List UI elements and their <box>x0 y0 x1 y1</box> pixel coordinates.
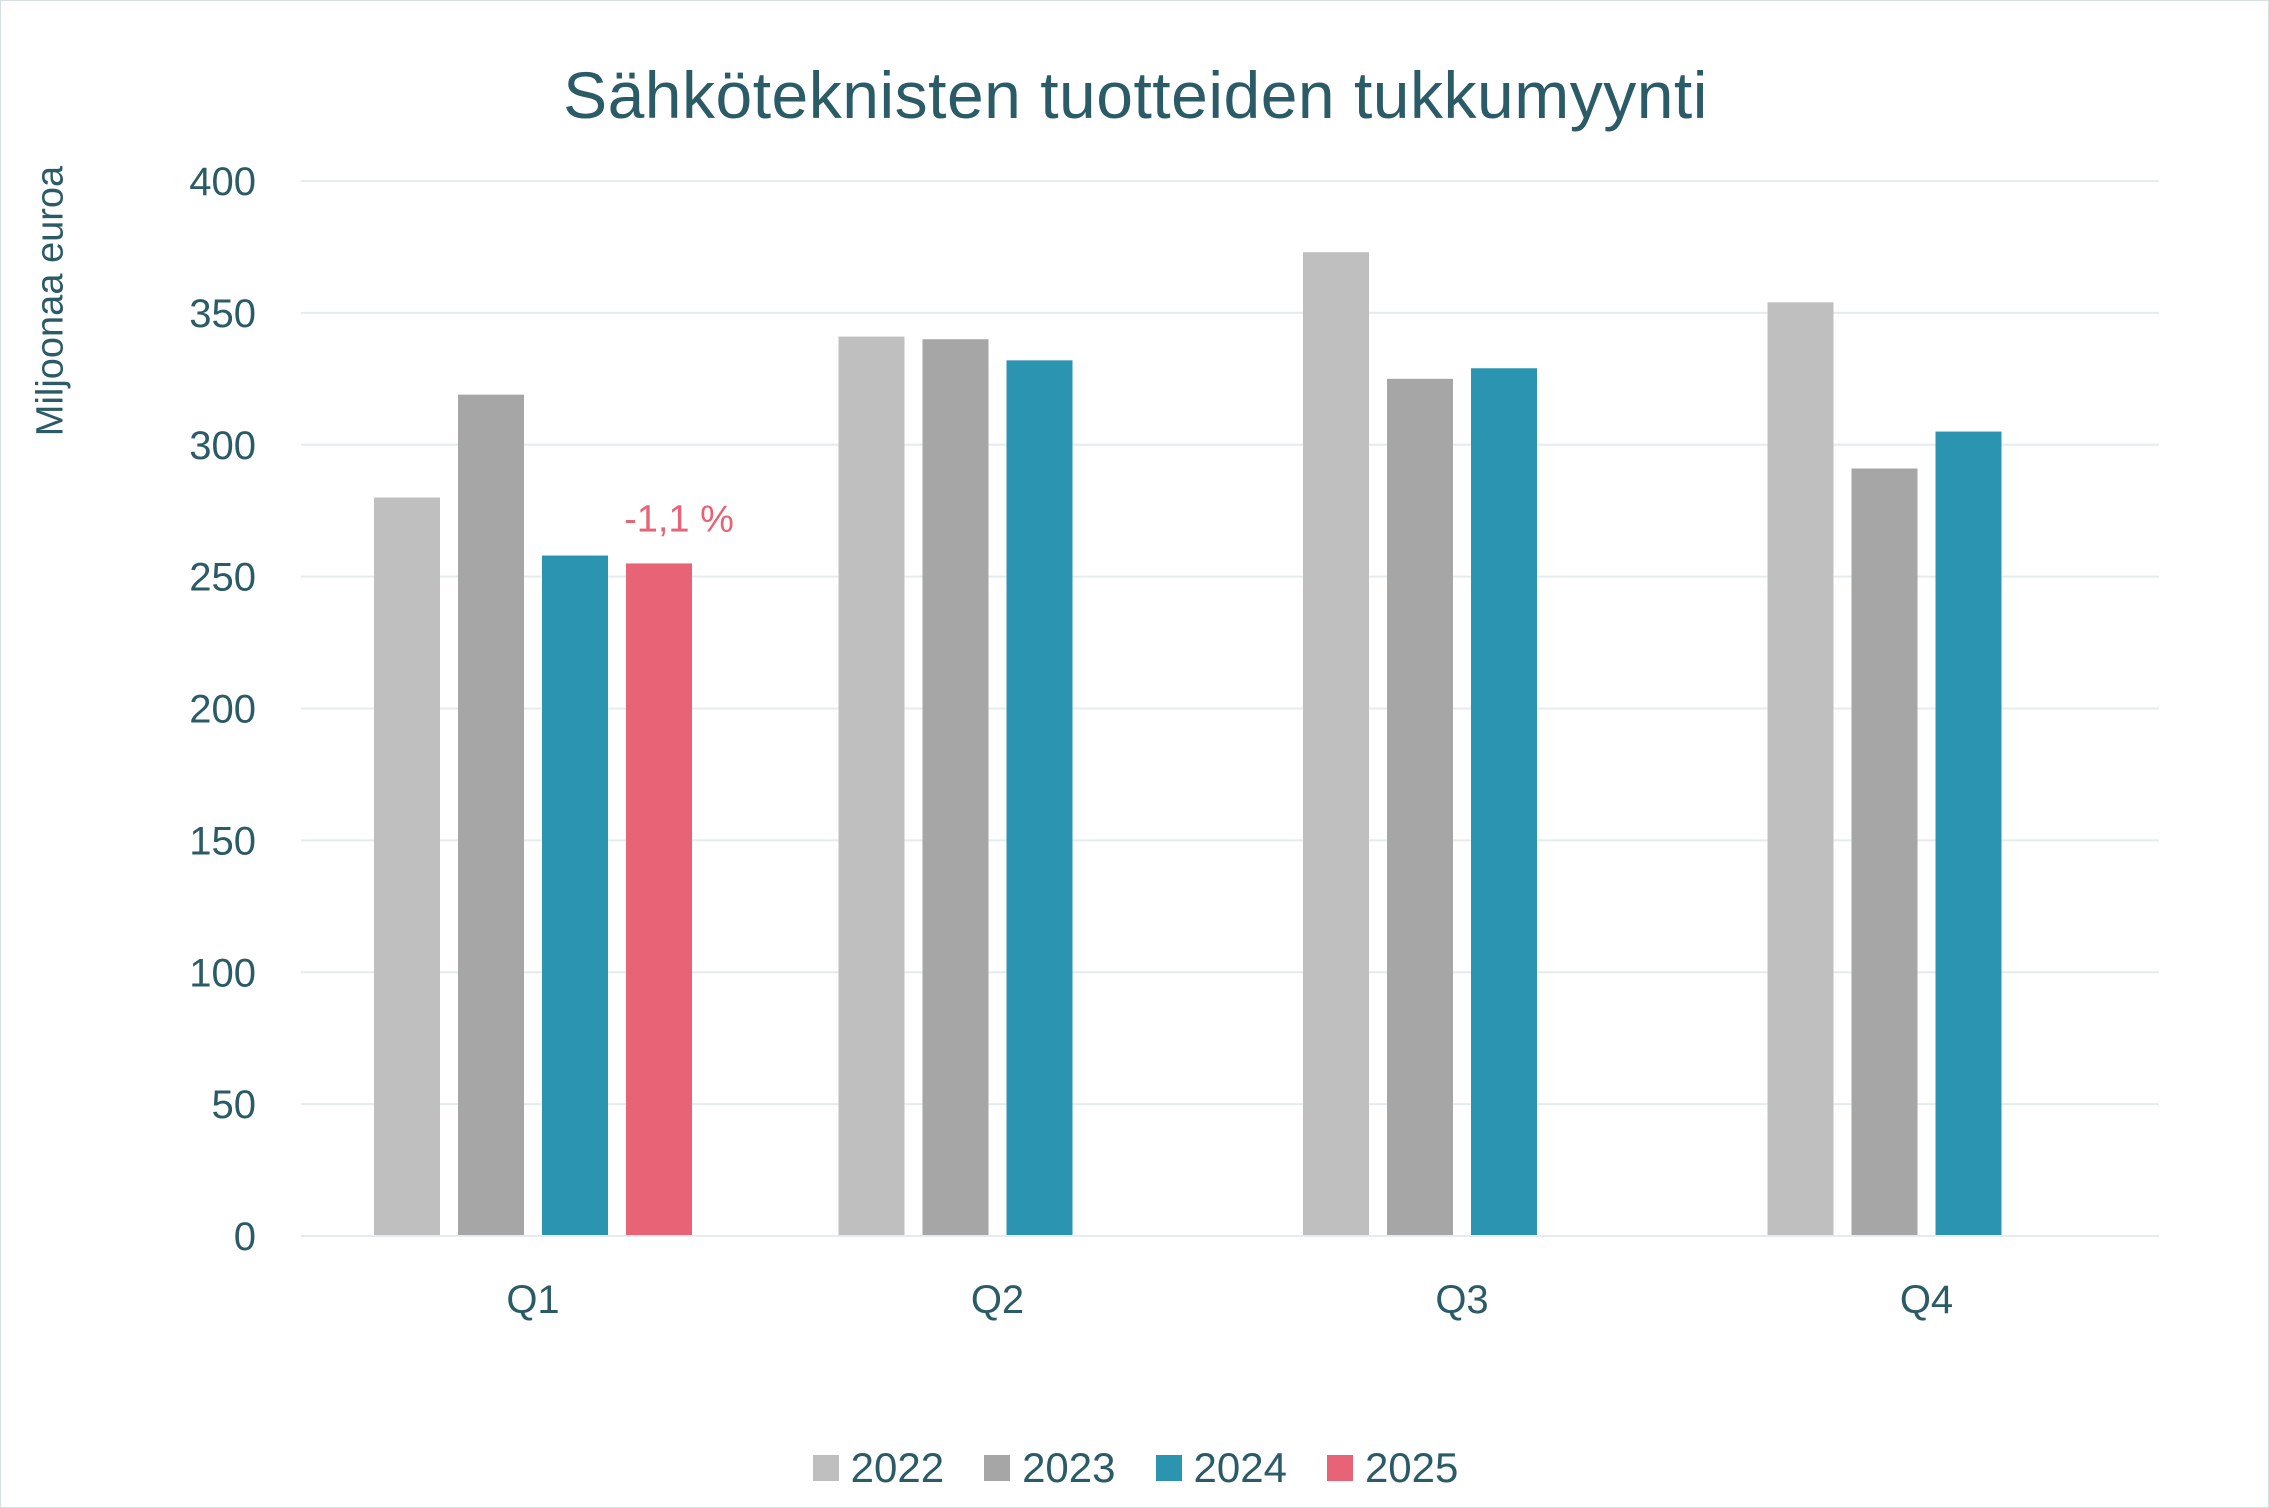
bar-2024-Q2 <box>1006 360 1073 1237</box>
bar-2022-Q2 <box>838 336 905 1236</box>
y-tick-label: 200 <box>189 688 256 732</box>
x-tick-label: Q1 <box>506 1278 559 1322</box>
legend-swatch <box>1155 1455 1182 1481</box>
y-tick-label: 50 <box>212 1083 257 1127</box>
legend-item-2022: 2022 <box>812 1444 945 1492</box>
legend-label: 2023 <box>1022 1444 1116 1491</box>
bar-2024-Q1 <box>542 555 608 1236</box>
bar-2022-Q3 <box>1303 252 1369 1236</box>
y-tick-label: 250 <box>189 556 256 600</box>
bar-2023-Q4 <box>1851 468 1918 1236</box>
legend-swatch <box>1326 1455 1353 1481</box>
chart-plot: 0 50 100 150 200 250 300 350 400 -1,1 % Q1 Q2 Q3 Q4 <box>189 160 2159 1322</box>
bar-2022-Q4 <box>1767 302 1834 1236</box>
bar-2025-Q1 <box>626 563 692 1236</box>
x-tick-label: Q4 <box>1900 1278 1953 1322</box>
bar-2023-Q3 <box>1387 378 1453 1236</box>
data-annotation: -1,1 % <box>624 498 734 540</box>
legend-item-2023: 2023 <box>984 1444 1116 1492</box>
legend-label: 2024 <box>1193 1444 1287 1491</box>
bar-2024-Q4 <box>1935 431 2002 1236</box>
y-tick-label: 0 <box>234 1215 256 1259</box>
bar-2022-Q1 <box>374 497 440 1236</box>
x-tick-label: Q2 <box>971 1278 1024 1322</box>
y-tick-label: 100 <box>189 951 256 995</box>
y-tick-label: 400 <box>189 160 256 204</box>
legend-item-2024: 2024 <box>1155 1444 1287 1492</box>
legend: 2022 2023 2024 2025 <box>1 1444 2269 1492</box>
y-tick-label: 300 <box>189 424 256 468</box>
legend-label: 2025 <box>1364 1444 1459 1491</box>
legend-item-2025: 2025 <box>1326 1444 1459 1492</box>
bar-2023-Q1 <box>458 394 524 1236</box>
y-tick-label: 150 <box>189 819 256 863</box>
legend-swatch <box>984 1455 1011 1481</box>
legend-swatch <box>812 1455 839 1481</box>
legend-label: 2022 <box>850 1444 945 1491</box>
chart-title: Sähköteknisten tuotteiden tukkumyynti <box>563 58 1708 132</box>
bar-2024-Q3 <box>1471 368 1537 1236</box>
bar-2023-Q2 <box>922 339 989 1236</box>
y-tick-label: 350 <box>189 292 256 336</box>
x-tick-label: Q3 <box>1435 1278 1488 1322</box>
